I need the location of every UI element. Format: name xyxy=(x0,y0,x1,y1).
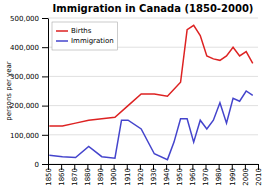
legend-box xyxy=(52,22,118,50)
x-tick: 1930 xyxy=(150,164,158,186)
y-tick: 0 xyxy=(35,161,48,169)
y-tick-label: 100,000 xyxy=(10,132,39,140)
x-tick-label: 1870 xyxy=(71,168,79,186)
x-tick: 1860 xyxy=(58,164,66,186)
y-tick-label: 400,000 xyxy=(10,44,39,52)
series-line xyxy=(49,91,252,160)
y-tick-mark xyxy=(42,164,48,165)
legend-label: Immigration xyxy=(71,37,114,45)
y-tick-mark xyxy=(42,76,48,77)
x-tick: 1950 xyxy=(176,164,184,186)
y-tick-label: 200,000 xyxy=(10,102,39,110)
x-tick: 1960 xyxy=(189,164,197,186)
x-tick: 1970 xyxy=(202,164,210,186)
grid-line xyxy=(48,18,258,19)
x-tick: 1980 xyxy=(215,164,223,186)
x-tick-label: 1910 xyxy=(123,168,131,186)
x-tick-label: 1850 xyxy=(45,168,53,186)
grid-line xyxy=(48,105,258,106)
y-axis-line xyxy=(48,19,49,165)
x-tick: 2010 xyxy=(255,164,263,186)
y-tick: 500,000 xyxy=(10,15,48,23)
x-tick-label: 2000 xyxy=(242,168,250,186)
legend: Births Immigration xyxy=(52,22,118,50)
x-tick-label: 1950 xyxy=(176,168,184,186)
x-tick-label: 2010 xyxy=(255,168,263,186)
x-tick-label: 1980 xyxy=(215,168,223,186)
y-tick-label: 0 xyxy=(35,161,39,169)
y-tick: 200,000 xyxy=(10,102,48,110)
y-tick-mark xyxy=(42,106,48,107)
x-tick: 1870 xyxy=(71,164,79,186)
legend-item: Immigration xyxy=(56,37,114,45)
x-tick: 1920 xyxy=(137,164,145,186)
y-tick-mark xyxy=(42,18,48,19)
y-axis: 0 100,000 200,000 300,000 400,000 500,000 xyxy=(10,15,48,169)
legend-swatch xyxy=(56,30,68,32)
grid xyxy=(48,18,258,164)
plot: 1850 1860 1870 1880 1890 1900 1910 1920 1930 1940… xyxy=(10,15,263,186)
x-tick: 1910 xyxy=(123,164,131,186)
x-tick-label: 1890 xyxy=(97,168,105,186)
y-tick-mark xyxy=(42,135,48,136)
x-tick-label: 1970 xyxy=(202,168,210,186)
x-tick: 1940 xyxy=(163,164,171,186)
legend-label: Births xyxy=(71,27,92,35)
grid-line xyxy=(48,76,258,77)
x-tick-label: 1930 xyxy=(150,168,158,186)
x-tick-label: 1940 xyxy=(163,168,171,186)
x-tick-label: 1960 xyxy=(189,168,197,186)
y-tick: 100,000 xyxy=(10,132,48,140)
x-tick: 1900 xyxy=(110,164,118,186)
x-tick: 1850 xyxy=(45,164,53,186)
y-tick: 300,000 xyxy=(10,73,48,81)
y-tick-label: 500,000 xyxy=(10,15,39,23)
x-tick-label: 1860 xyxy=(58,168,66,186)
chart: 1850 1860 1870 1880 1890 1900 1910 1920 1930 1940… xyxy=(0,0,266,190)
grid-line xyxy=(48,134,258,135)
y-tick: 400,000 xyxy=(10,44,48,52)
y-tick-label: 300,000 xyxy=(10,73,39,81)
y-axis-title: persons per year xyxy=(5,61,13,120)
x-tick-label: 1920 xyxy=(137,168,145,186)
legend-swatch xyxy=(56,40,68,42)
x-tick-label: 1990 xyxy=(228,168,236,186)
x-tick-label: 1880 xyxy=(84,168,92,186)
x-tick: 1880 xyxy=(84,164,92,186)
x-tick-label: 1900 xyxy=(110,168,118,186)
x-axis: 1850 1860 1870 1880 1890 1900 1910 1920 1930 1940… xyxy=(45,164,263,186)
x-tick: 2000 xyxy=(242,164,250,186)
legend-item: Births xyxy=(56,27,92,35)
y-tick-mark xyxy=(42,47,48,48)
title: Immigration in Canada (1850-2000) xyxy=(53,3,254,14)
x-tick: 1990 xyxy=(228,164,236,186)
x-tick: 1890 xyxy=(97,164,105,186)
